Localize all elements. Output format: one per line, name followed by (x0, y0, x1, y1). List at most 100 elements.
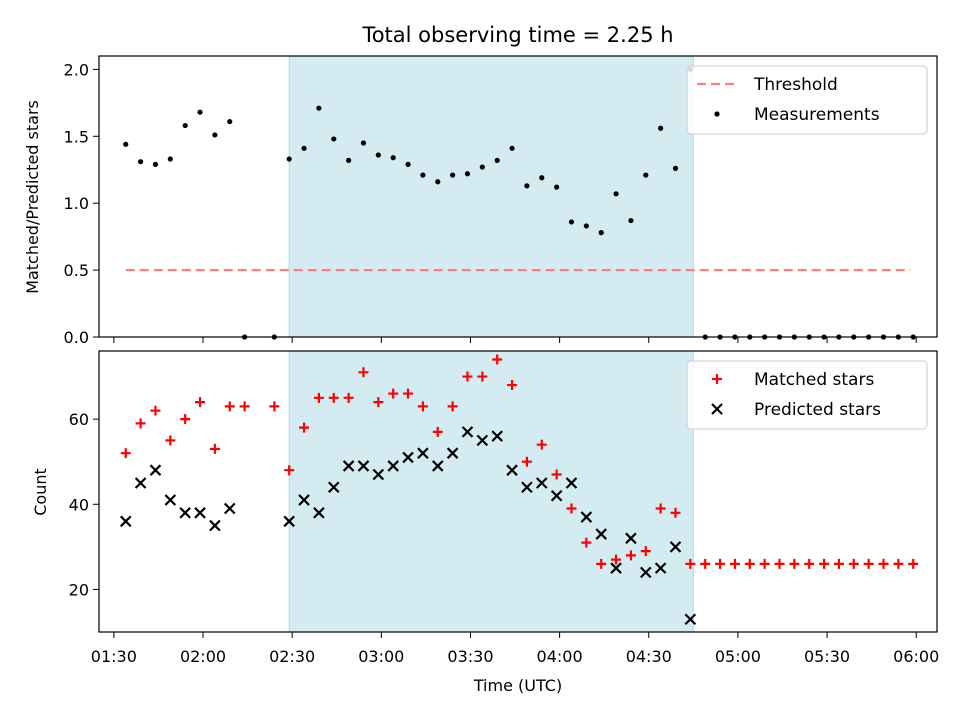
count-point (239, 401, 250, 412)
ratio-series-0 (123, 66, 916, 340)
count-point (432, 426, 443, 437)
count-point (269, 401, 280, 412)
x-tick-label: 04:00 (537, 647, 583, 666)
count-point (565, 477, 578, 489)
ratio-y-tick-label: 2.0 (64, 60, 89, 79)
ratio-point (494, 157, 500, 163)
count-point (804, 558, 815, 569)
ratio-point (227, 118, 233, 125)
ratio-point (450, 172, 456, 178)
count-point (195, 397, 206, 408)
count-point (670, 507, 681, 518)
count-point (566, 503, 577, 514)
count-point (357, 460, 370, 472)
count-point (848, 558, 859, 569)
count-point (358, 367, 369, 378)
count-legend-marker (711, 403, 723, 415)
count-point (402, 451, 414, 464)
count-point (120, 448, 131, 459)
ratio-panel: 0.0 0.5 1.0 1.5 2.0 Threshold Measurements (64, 55, 938, 347)
count-point (223, 502, 236, 515)
ratio-point (138, 159, 144, 165)
count-point (372, 468, 385, 481)
count-point (625, 550, 636, 561)
count-legend-label: Predicted stars (754, 400, 881, 420)
count-point (655, 503, 666, 514)
count-panel: 20 40 60 01:30 02:00 02:30 03:00 03:30 04:00 04:3… (69, 350, 939, 666)
count-point (700, 558, 711, 569)
count-point (119, 515, 132, 528)
count-point (403, 388, 414, 399)
count-point (893, 558, 904, 569)
count-point (610, 562, 622, 574)
ratio-point (509, 145, 515, 151)
count-point (521, 456, 532, 467)
ratio-point (123, 141, 129, 147)
count-point (194, 507, 206, 519)
count-point (595, 528, 607, 540)
count-point (551, 469, 562, 480)
x-tick-label: 03:00 (358, 647, 404, 666)
ratio-point (568, 219, 575, 225)
ratio-point (152, 161, 159, 167)
ratio-legend-label: Threshold (753, 75, 838, 95)
count-point (640, 546, 651, 557)
ratio-legend-box (686, 65, 928, 135)
count-point (224, 401, 235, 412)
count-point (476, 434, 489, 447)
ratio-point (405, 161, 411, 167)
ratio-legend-label: Measurements (754, 105, 880, 125)
count-point (715, 558, 726, 569)
count-point (625, 532, 637, 545)
ratio-point (212, 132, 218, 138)
count-point (342, 460, 355, 472)
count-legend-marker (712, 374, 722, 384)
x-tick-label: 01:30 (91, 647, 137, 666)
ratio-point (197, 109, 203, 115)
count-y-tick-label: 40 (69, 495, 89, 514)
count-observing-window (288, 350, 694, 633)
x-tick-label: 02:30 (269, 647, 315, 666)
ratio-point (331, 136, 337, 142)
count-point (833, 558, 844, 569)
x-axis-label: Time (UTC) (473, 676, 562, 695)
ratio-point (628, 217, 634, 224)
count-point (328, 392, 339, 403)
count-point (446, 447, 459, 459)
ratio-y-tick-label: 0.5 (64, 261, 89, 280)
count-point (461, 426, 474, 438)
count-point (447, 401, 458, 412)
count-y-tick-label: 60 (69, 410, 89, 429)
count-point (908, 558, 919, 569)
count-point (581, 537, 592, 548)
count-point (388, 388, 399, 399)
count-point (744, 558, 755, 569)
ratio-point (182, 122, 188, 129)
x-tick-label: 06:00 (893, 647, 939, 666)
count-point (180, 414, 191, 425)
count-point (611, 554, 622, 565)
count-point (774, 558, 785, 569)
count-point (431, 460, 444, 472)
count-point (179, 507, 191, 519)
count-point (313, 507, 325, 519)
count-point (506, 464, 518, 476)
count-point (462, 371, 473, 382)
count-point (164, 494, 177, 506)
count-point (387, 460, 399, 472)
ratio-point (167, 156, 173, 162)
ratio-frame (98, 55, 938, 338)
count-point (149, 464, 162, 476)
ratio-y-tick-label: 1.0 (64, 194, 89, 213)
count-point (299, 422, 310, 433)
x-tick-label: 02:00 (180, 647, 226, 666)
ratio-y-tick-label: 0.0 (64, 328, 89, 347)
ratio-point (554, 184, 560, 190)
count-point (298, 494, 310, 506)
count-point (507, 380, 518, 391)
count-legend: Matched stars Predicted stars (686, 360, 928, 430)
x-tick-label: 03:30 (447, 647, 493, 666)
count-point (521, 481, 533, 494)
chart-title: Total observing time = 2.25 h (361, 23, 673, 47)
